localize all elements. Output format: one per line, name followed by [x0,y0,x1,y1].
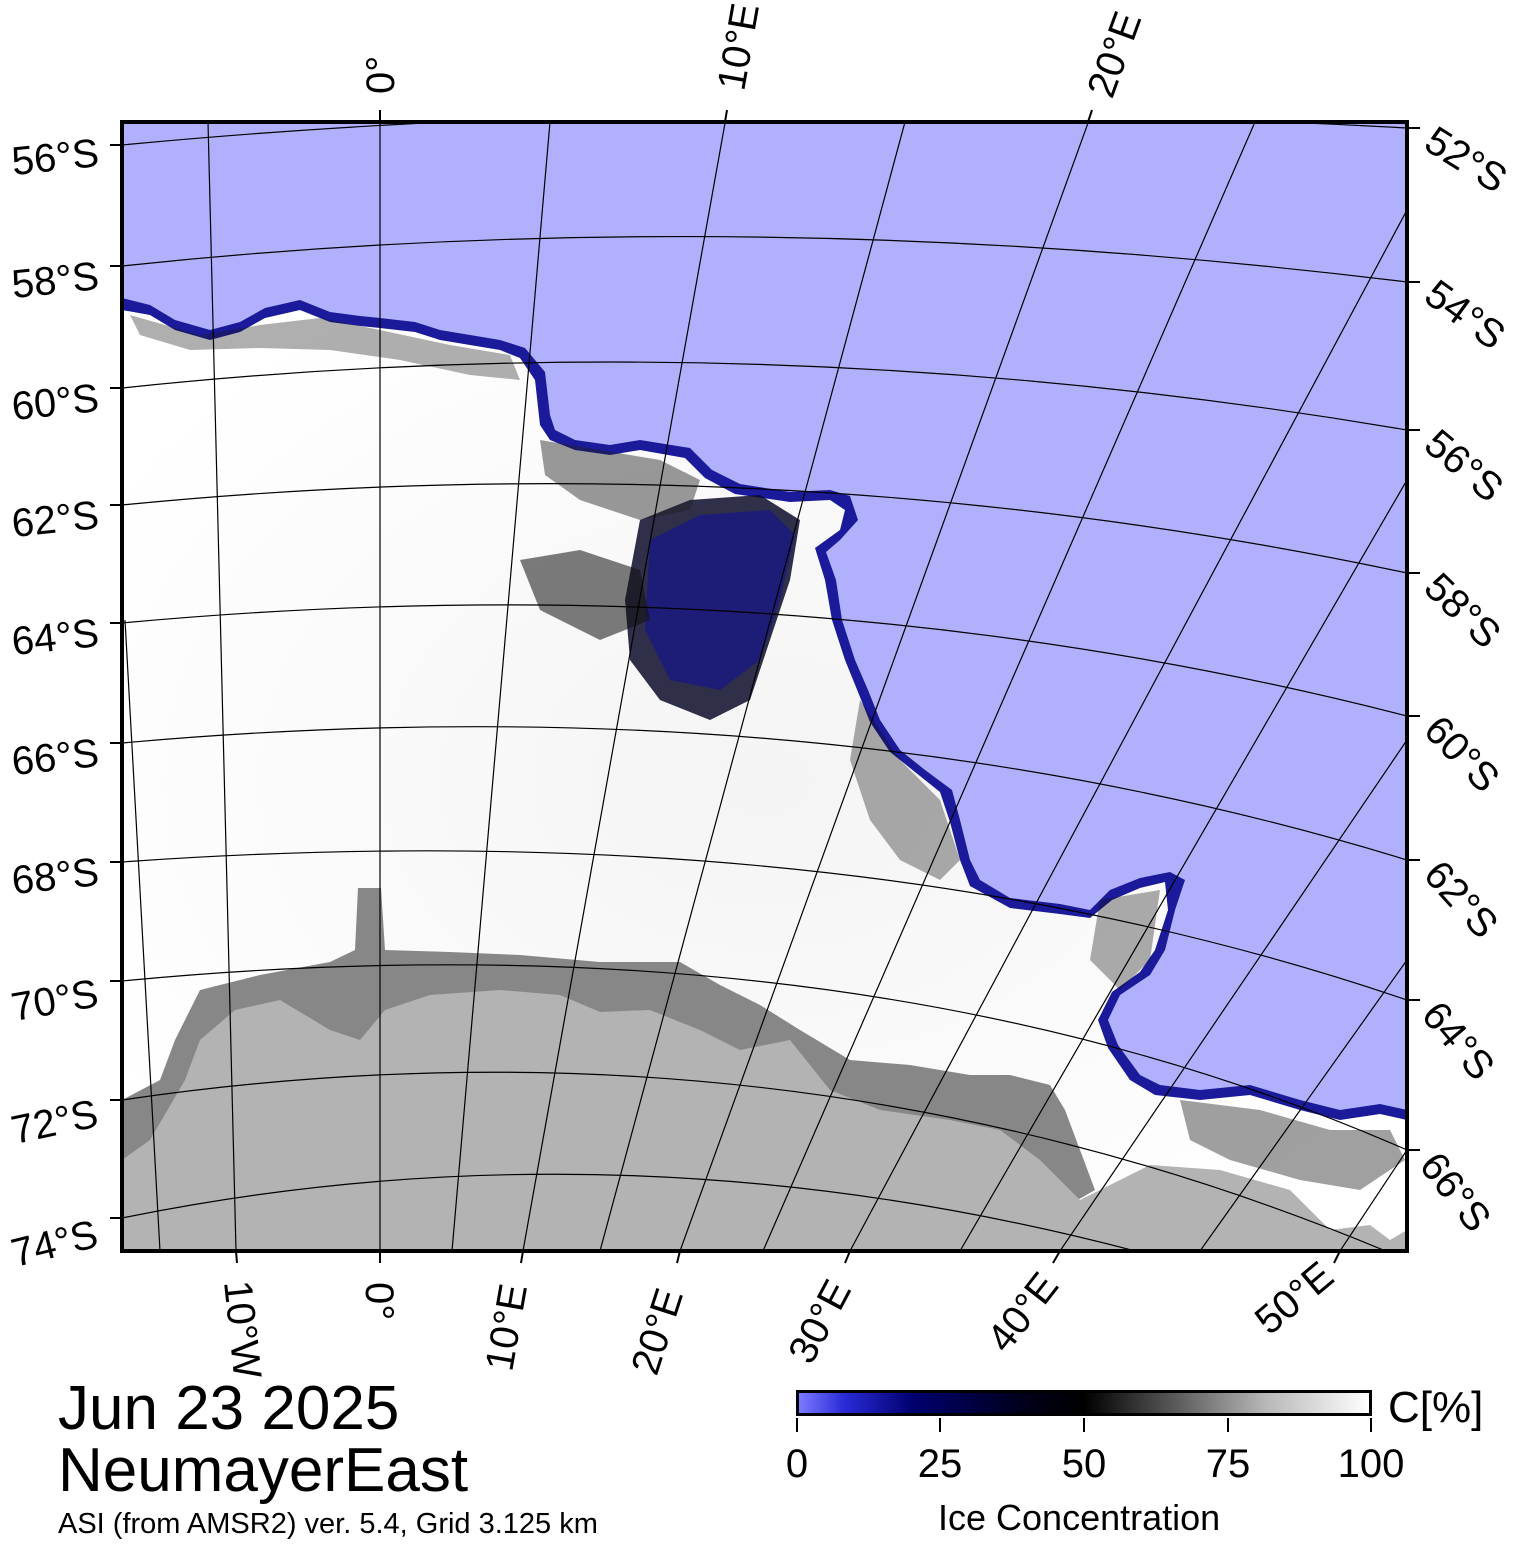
longitude-graticule [124,122,1407,1251]
colorbar-tick-label: 100 [1337,1442,1405,1486]
lat-label: 56°S [1416,421,1511,511]
lat-label: 64°S [1413,994,1503,1089]
lat-label: 62°S [1415,853,1506,947]
lon-label: 30°E [780,1273,860,1371]
map-date: Jun 23 2025 [58,1374,400,1443]
colorbar-tick [796,1418,798,1432]
lat-label: 64°S [10,611,101,664]
lon-label: 40°E [979,1265,1067,1361]
colorbar-tick-label: 75 [1205,1442,1251,1486]
lat-label: 60°S [1416,708,1508,801]
colorbar-tick [1227,1418,1229,1432]
antarctic-continent [122,990,1407,1251]
lon-label: 20°E [1079,6,1150,103]
data-source: ASI (from AMSR2) ver. 5.4, Grid 3.125 km [58,1508,598,1540]
marginal-ice-zone [130,315,1405,1190]
lat-label: 54°S [1417,272,1513,359]
lat-label: 62°S [10,493,101,546]
lat-label: 58°S [1416,565,1509,657]
lat-label: 74°S [7,1212,102,1276]
colorbar-tick [1370,1418,1372,1432]
lat-label: 66°S [10,731,101,784]
lon-label: 10°E [478,1281,536,1374]
lat-label: 52°S [1417,118,1514,202]
lat-label: 70°S [8,972,101,1030]
map-frame [120,120,1409,1253]
colorbar-tick-label: 50 [1061,1442,1107,1486]
colorbar-tick [939,1418,941,1432]
frame-ticks [110,109,1420,1264]
top-longitude-labels: 0° 10°E 20°E [359,0,1150,103]
lon-label: 0° [357,1282,401,1320]
lon-label: 20°E [623,1283,692,1380]
lon-label: 50°E [1247,1253,1342,1343]
lat-label: 72°S [7,1092,101,1153]
lat-label: 58°S [10,254,101,307]
lat-label: 68°S [10,850,101,903]
right-latitude-labels: 52°S 54°S 56°S 58°S 60°S 62°S 64°S 66°S [1411,118,1515,1240]
lat-label: 66°S [1411,1144,1499,1240]
colorbar-tick-label: 25 [917,1442,963,1486]
lon-label: 0° [359,56,403,94]
lon-label: 10°W [215,1278,269,1381]
map-region: NeumayerEast [58,1436,469,1505]
colorbar-tick-label: 0 [785,1442,809,1486]
left-latitude-labels: 56°S 58°S 60°S 62°S 64°S 66°S 68°S 70°S … [7,131,102,1276]
colorbar-unit: C[%] [1388,1383,1484,1432]
lat-label: 56°S [10,131,101,184]
colorbar-scale [796,1390,1372,1416]
lon-label: 10°E [710,0,768,93]
lat-label: 60°S [10,376,101,429]
colorbar-tick [1083,1418,1085,1432]
bottom-longitude-labels: 10°W 0° 10°E 20°E 30°E 40°E 50°E [215,1253,1342,1380]
latitude-graticule [122,122,1407,1251]
colorbar-title: Ice Concentration [938,1497,1221,1538]
